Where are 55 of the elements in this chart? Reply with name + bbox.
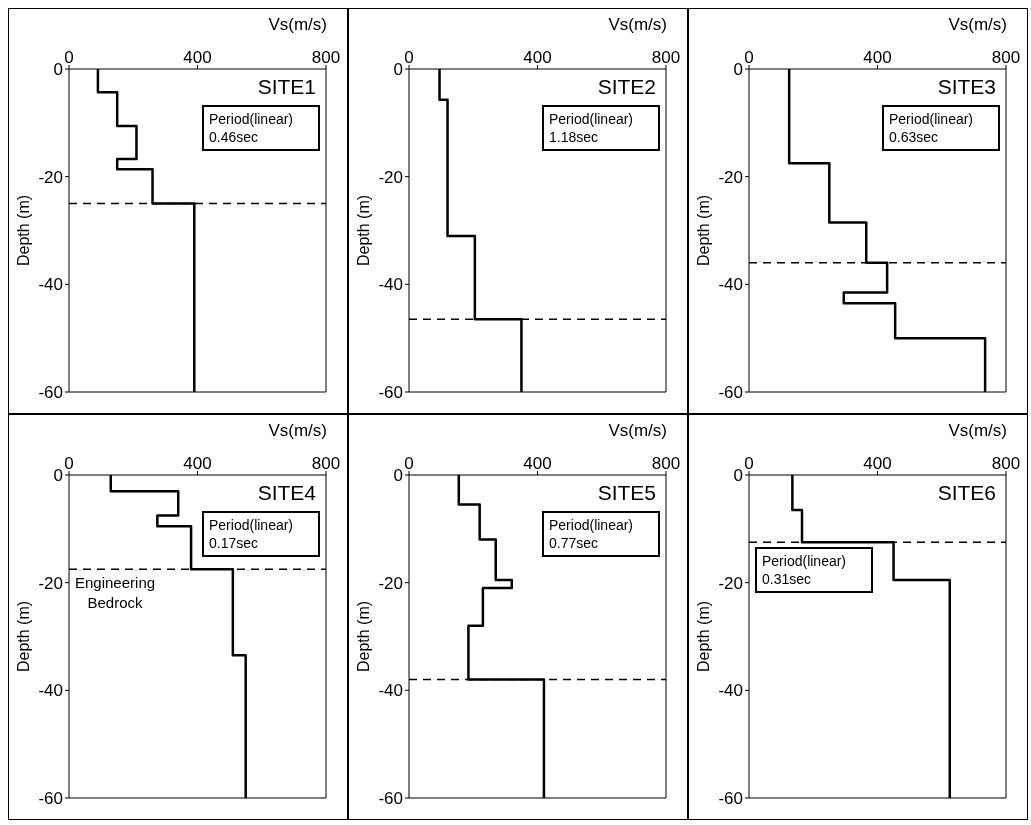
y-tick-label: -20 — [38, 167, 63, 187]
x-tick-label: 800 — [651, 454, 681, 473]
y-tick-label: -20 — [718, 573, 743, 593]
x-axis-title: Vs(m/s) — [268, 421, 327, 441]
x-tick-label: 400 — [863, 48, 892, 67]
x-tick-label: 800 — [311, 48, 341, 67]
x-tick-label: 800 — [651, 48, 681, 67]
x-axis-title: Vs(m/s) — [608, 15, 667, 35]
y-tick-label: -40 — [718, 275, 743, 295]
ref-line-label: Engineering Bedrock — [75, 573, 156, 614]
x-axis-title: Vs(m/s) — [948, 15, 1007, 35]
annotation: Period(linear) 0.46sec — [202, 105, 320, 151]
x-axis-title: Vs(m/s) — [948, 421, 1007, 441]
y-tick-label: -40 — [378, 275, 403, 295]
y-tick-label: -60 — [718, 789, 743, 809]
annotation: Period(linear) 0.63sec — [882, 105, 1000, 151]
y-tick-label: -20 — [378, 573, 403, 593]
chart-title: SITE3 — [937, 75, 996, 99]
y-tick-label: -60 — [38, 383, 63, 403]
y-tick-label: -60 — [38, 789, 63, 809]
x-tick-label: 400 — [863, 454, 892, 473]
y-axis-title: Depth (m) — [14, 194, 32, 267]
y-tick-label: -60 — [378, 383, 403, 403]
annotation: Period(linear) 1.18sec — [542, 105, 660, 151]
y-axis-title: Depth (m) — [694, 194, 712, 267]
annotation: Period(linear) 0.31sec — [755, 547, 873, 593]
y-axis-title: Depth (m) — [694, 600, 712, 673]
y-tick-label: -40 — [38, 681, 63, 701]
y-tick-label: -60 — [378, 789, 403, 809]
x-tick-label: 400 — [183, 454, 212, 473]
y-axis-title: Depth (m) — [354, 600, 372, 673]
x-tick-label: 800 — [991, 454, 1021, 473]
y-axis-title: Depth (m) — [354, 194, 372, 267]
x-tick-label: 400 — [183, 48, 212, 67]
y-tick-label: -60 — [718, 383, 743, 403]
x-tick-label: 800 — [991, 48, 1021, 67]
y-tick-label: -20 — [38, 573, 63, 593]
x-axis-title: Vs(m/s) — [268, 15, 327, 35]
chart-title: SITE5 — [597, 481, 656, 505]
y-tick-label: -20 — [718, 167, 743, 187]
annotation: Period(linear) 0.17sec — [202, 511, 320, 557]
annotation: Period(linear) 0.77sec — [542, 511, 660, 557]
y-axis-title: Depth (m) — [14, 600, 32, 673]
y-tick-label: -40 — [378, 681, 403, 701]
x-tick-label: 400 — [523, 454, 552, 473]
x-tick-label: 400 — [523, 48, 552, 67]
x-tick-label: 800 — [311, 454, 341, 473]
chart-title: SITE6 — [937, 481, 996, 505]
chart-title: SITE1 — [257, 75, 316, 99]
chart-title: SITE4 — [257, 481, 316, 505]
x-axis-title: Vs(m/s) — [608, 421, 667, 441]
chart-title: SITE2 — [597, 75, 656, 99]
y-tick-label: -20 — [378, 167, 403, 187]
y-tick-label: -40 — [718, 681, 743, 701]
y-tick-label: -40 — [38, 275, 63, 295]
